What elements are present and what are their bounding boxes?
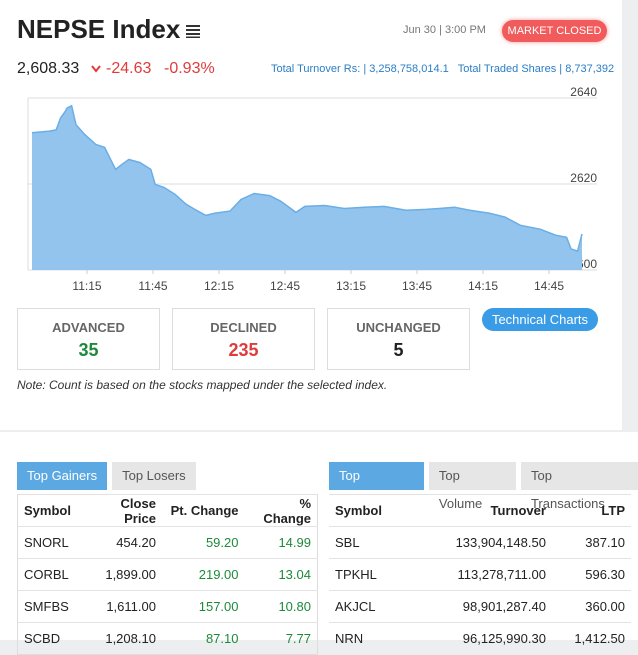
row: NRN 96,125,990.30 1,412.50: [329, 622, 631, 654]
cell: 7.77: [244, 622, 318, 655]
header-row: Symbol Turnover LTP: [329, 494, 631, 527]
x-tick-label: 12:45: [270, 279, 300, 293]
cell: CORBL: [17, 558, 87, 591]
cell: 454.20: [86, 526, 162, 559]
stat-label: DECLINED: [210, 320, 277, 335]
percent-change: -0.93%: [164, 60, 215, 77]
down-arrow: [91, 65, 101, 73]
technical-charts-button[interactable]: Technical Charts: [482, 308, 598, 331]
stat-value: 235: [228, 340, 259, 360]
tab[interactable]: Top Volume: [428, 462, 516, 511]
shares: 8,737,392: [565, 63, 615, 75]
y-tick-label: 2640: [570, 85, 597, 99]
row: SCBD 1,208.10 87.10 7.77: [17, 622, 318, 655]
cell: 387.10: [551, 526, 631, 559]
cell: 59.20: [161, 526, 245, 559]
tab[interactable]: Top Gainers: [17, 462, 108, 490]
column-header: Close Price: [86, 494, 162, 527]
note: Note: Count is based on the stocks mappe…: [17, 378, 388, 392]
stat-box: UNCHANGED 5: [327, 308, 470, 370]
row: SBL 133,904,148.50 387.10: [329, 526, 631, 559]
column-header: LTP: [551, 494, 631, 527]
turnover-tabs: Top Turnover Top Volume Top Transactions: [329, 462, 638, 511]
x-tick-label: 11:15: [72, 279, 101, 293]
cell: 1,899.00: [86, 558, 162, 591]
row: SNORL 454.20 59.20 14.99: [17, 526, 318, 559]
title: NEPSE Index: [17, 14, 181, 44]
cell: AKJCL: [329, 590, 442, 623]
cell: SMFBS: [17, 590, 87, 623]
x-tick-label: 14:45: [534, 279, 564, 293]
row: SMFBS 1,611.00 157.00 10.80: [17, 590, 318, 623]
cell: 13.04: [244, 558, 318, 591]
cell: 157.00: [161, 590, 245, 623]
cell: 14.99: [244, 526, 318, 559]
cell: 219.00: [161, 558, 245, 591]
cell: 1,412.50: [551, 622, 631, 654]
y-tick-label: 2620: [570, 171, 597, 185]
index-value: 2,608.33: [17, 60, 80, 77]
cell: 98,901,287.40: [441, 590, 552, 623]
stat-value: 35: [78, 340, 99, 360]
column-header: Turnover: [441, 494, 552, 527]
cell: TPKHL: [329, 558, 442, 591]
tab[interactable]: Top Transactions: [520, 462, 638, 511]
date: Jun 30 | 3:00 PM: [403, 24, 486, 36]
turnover-info: Total Turnover Rs: | 3,258,758,014.1 Tot…: [271, 63, 614, 75]
cell: 96,125,990.30: [441, 622, 552, 654]
cell: SCBD: [17, 622, 87, 655]
change: -24.63: [106, 60, 152, 77]
cell: NRN: [329, 622, 442, 654]
cell: 113,278,711.00: [441, 558, 552, 591]
shares-label: Total Traded Shares |: [457, 63, 563, 75]
cell: 133,904,148.50: [441, 526, 552, 559]
cell: 360.00: [551, 590, 631, 623]
stat-box: ADVANCED 35: [17, 308, 160, 370]
cell: 10.80: [244, 590, 318, 623]
cell: 1,208.10: [86, 622, 162, 655]
x-tick-label: 14:15: [468, 279, 498, 293]
gainers-table: Symbol Close Price Pt. Change% Change SNORL…: [17, 494, 318, 655]
cell: SNORL: [17, 526, 87, 559]
x-tick-label: 12:15: [204, 279, 234, 293]
column-header: % Change: [244, 494, 318, 527]
stat-box: DECLINED 235: [172, 308, 315, 370]
tab[interactable]: Top Turnover: [329, 462, 424, 511]
row: CORBL 1,899.00 219.00 13.04: [17, 558, 318, 591]
header-row: Symbol Close Price Pt. Change% Change: [17, 494, 318, 527]
gainers-tabs: Top Gainers Top Losers: [17, 462, 196, 490]
line: [31, 104, 583, 253]
cell: 596.30: [551, 558, 631, 591]
x-tick-label: 13:15: [336, 279, 366, 293]
x-tick-label: 13:45: [402, 279, 432, 293]
turnover-label: Total Turnover Rs: |: [271, 63, 367, 75]
stat-value: 5: [393, 340, 404, 360]
menu-icon[interactable]: [186, 24, 202, 38]
cell: SBL: [329, 526, 442, 559]
tab[interactable]: Top Losers: [112, 462, 196, 490]
cell: 1,611.00: [86, 590, 162, 623]
stat-label: ADVANCED: [52, 320, 125, 335]
cell: 87.10: [161, 622, 245, 655]
row: TPKHL 113,278,711.00 596.30: [329, 558, 631, 591]
turnover-table: Symbol Turnover LTP SBL 133,904,148.50 387.10…: [329, 494, 631, 654]
row: AKJCL 98,901,287.40 360.00: [329, 590, 631, 623]
market-status: MARKET CLOSED: [502, 20, 607, 42]
x-tick-label: 11:45: [138, 279, 167, 293]
stat-label: UNCHANGED: [356, 320, 441, 335]
column-header: Symbol: [17, 494, 87, 527]
turnover: 3,258,758,014.1: [369, 63, 449, 75]
area: [32, 105, 582, 270]
column-header: Symbol: [329, 494, 442, 527]
column-header: Pt. Change: [161, 494, 245, 527]
